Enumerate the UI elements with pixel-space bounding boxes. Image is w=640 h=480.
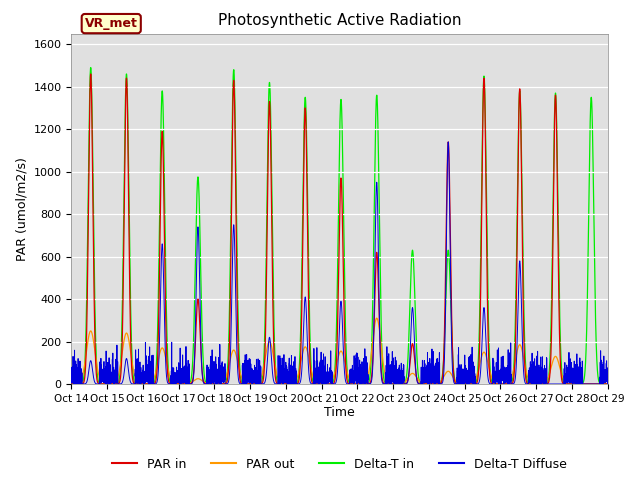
Text: VR_met: VR_met <box>85 17 138 30</box>
Legend: PAR in, PAR out, Delta-T in, Delta-T Diffuse: PAR in, PAR out, Delta-T in, Delta-T Dif… <box>107 453 572 476</box>
Y-axis label: PAR (umol/m2/s): PAR (umol/m2/s) <box>15 157 28 261</box>
X-axis label: Time: Time <box>324 407 355 420</box>
Title: Photosynthetic Active Radiation: Photosynthetic Active Radiation <box>218 13 461 28</box>
